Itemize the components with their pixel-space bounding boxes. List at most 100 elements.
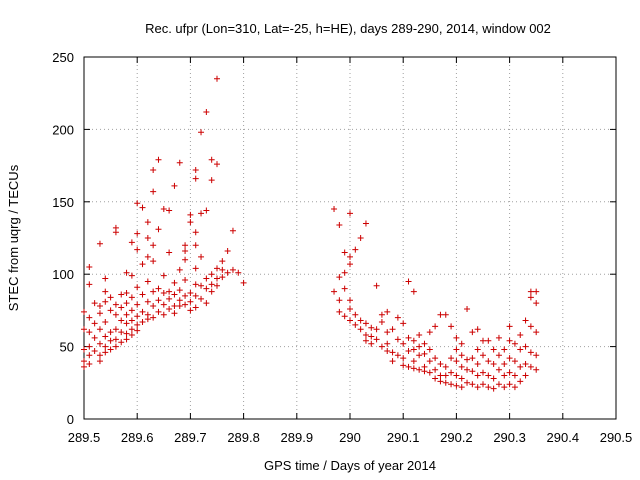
data-point [389,326,396,333]
data-point [160,301,167,308]
data-point [219,274,226,281]
data-point [527,288,534,295]
data-point [102,275,109,282]
data-point [501,384,508,391]
data-point [410,346,417,353]
data-point [341,249,348,256]
data-point [123,300,130,307]
data-point [150,188,157,195]
data-point [182,256,189,263]
data-point [400,355,407,362]
data-point [464,379,471,386]
data-point [426,358,433,365]
data-point [362,320,369,327]
data-point [139,308,146,315]
data-point [118,304,125,311]
data-point [357,326,364,333]
data-point [517,332,524,339]
data-point [432,375,439,382]
data-point [160,290,167,297]
data-point [102,298,109,305]
data-point [134,327,141,334]
data-point [400,320,407,327]
data-point [480,352,486,359]
data-point [203,300,210,307]
data-point [134,230,141,237]
data-point [192,229,199,236]
data-point [453,346,460,353]
data-point [81,363,87,370]
data-point [522,343,529,350]
data-point [134,301,141,308]
data-point [448,323,455,330]
data-point [123,330,130,337]
data-point [176,266,183,273]
data-point [96,240,103,247]
data-point [235,269,242,276]
data-point [400,340,407,347]
data-point [112,336,119,343]
data-point [533,352,540,359]
data-point [128,332,135,339]
data-point [160,311,167,318]
data-point [469,381,476,388]
data-point [331,206,338,213]
data-point [155,297,162,304]
data-point [160,272,167,279]
data-point [331,288,338,295]
data-point [144,278,151,285]
data-point [474,326,481,333]
data-point [362,332,369,339]
data-point [182,242,189,249]
data-point [469,355,476,362]
data-point [96,358,103,365]
data-point [208,156,215,163]
data-point [490,346,497,353]
data-point [128,317,135,324]
data-point [458,340,465,347]
x-tick-label: 290.3 [493,430,526,445]
data-point [464,356,471,363]
x-tick-label: 289.5 [68,430,101,445]
data-point [410,358,417,365]
data-point [139,318,146,325]
data-point [453,372,460,379]
data-point [118,291,125,298]
data-point [134,200,141,207]
data-point [336,308,343,315]
data-point [421,368,428,375]
data-point [464,366,471,373]
data-point [464,305,471,312]
data-point [144,253,151,260]
y-tick-label: 250 [52,50,74,65]
data-point [416,343,423,350]
data-point [81,346,87,353]
data-point [192,304,199,311]
data-point [182,301,189,308]
data-point [474,372,481,379]
data-point [405,278,412,285]
data-point [107,346,114,353]
data-point [432,323,439,330]
data-point [426,329,433,336]
data-point [171,182,178,189]
x-axis-label: GPS time / Days of year 2014 [264,458,436,473]
data-point [192,292,199,299]
data-point [187,219,194,226]
data-point [96,310,103,317]
data-point [102,288,109,295]
data-point [214,275,220,282]
data-point [176,287,183,294]
data-point [511,372,518,379]
data-point [458,375,465,382]
data-point [495,334,502,341]
data-point [511,358,518,365]
data-point [128,307,135,314]
data-point [112,229,119,236]
data-point [229,266,236,273]
data-point [352,321,359,328]
data-point [107,307,114,314]
data-point [347,297,353,304]
data-point [373,326,380,333]
data-point [405,334,412,341]
